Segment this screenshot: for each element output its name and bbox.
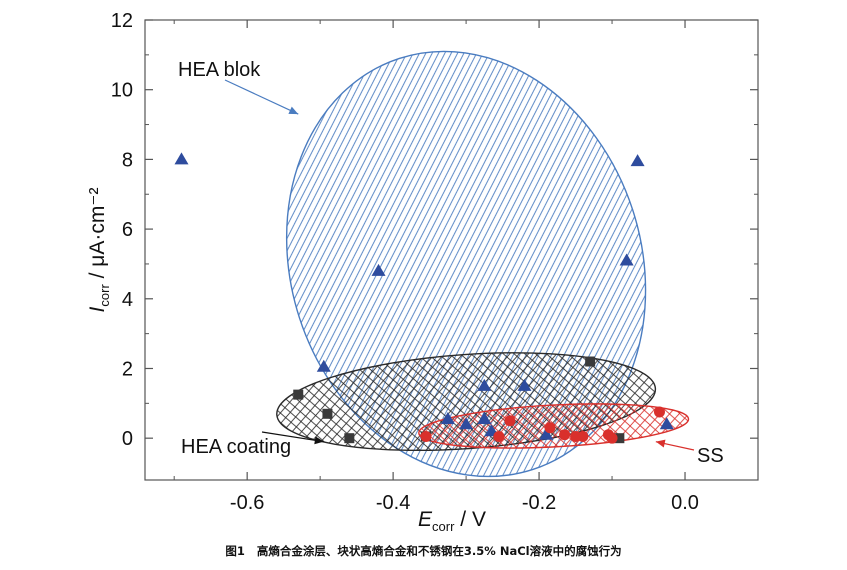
point-ss <box>420 430 432 442</box>
annotation-arrow-hea-coating <box>261 431 324 443</box>
x-tick-label: -0.2 <box>522 492 556 514</box>
y-tick-label: 4 <box>122 289 133 311</box>
figure-caption: 图1 高熵合金涂层、块状高熵合金和不锈钢在3.5% NaCl溶液中的腐蚀行为 <box>0 543 847 559</box>
y-tick-label: 0 <box>122 428 133 450</box>
point-ss <box>544 422 556 434</box>
point-hea-blok <box>174 152 189 165</box>
point-ss <box>653 406 665 418</box>
point-hea-coating <box>293 389 304 400</box>
plot-frame <box>144 19 759 481</box>
point-hea-blok <box>371 263 386 276</box>
annotation-label-hea-blok: HEA blok <box>178 59 261 81</box>
axes-layer: 0 2 4 6 8 10 12 -0.6 -0.4 -0.2 0.0 <box>111 10 758 514</box>
annotation-layer: HEA blok HEA coating SS <box>178 59 724 467</box>
point-hea-blok <box>477 378 492 391</box>
point-hea-blok <box>517 378 532 391</box>
point-hea-blok <box>477 412 492 425</box>
caption-number: 图1 <box>225 544 245 558</box>
point-ss <box>559 429 571 441</box>
y-axis-label: Icorr / μA·cm⁻² <box>86 188 112 313</box>
annotation-label-ss: SS <box>697 445 724 467</box>
point-hea-blok <box>659 417 674 430</box>
y-tick-label: 2 <box>122 358 133 380</box>
point-hea-blok <box>440 412 455 425</box>
point-hea-blok <box>316 359 331 372</box>
y-tick-label: 6 <box>122 219 133 241</box>
caption-text: 高熵合金涂层、块状高熵合金和不锈钢在3.5% NaCl溶液中的腐蚀行为 <box>256 544 622 558</box>
x-tick-label: -0.6 <box>230 492 264 514</box>
point-hea-blok <box>539 427 554 440</box>
y-tick-label: 10 <box>111 80 133 102</box>
annotation-arrowhead-hea-blok <box>288 106 299 115</box>
y-tick-label: 8 <box>122 149 133 171</box>
annotation-arrowhead-hea-coating <box>314 436 324 445</box>
point-hea-coating <box>614 433 625 444</box>
point-ss <box>606 432 618 444</box>
annotation-arrow-hea-blok <box>224 79 299 115</box>
point-ss <box>493 430 505 442</box>
point-hea-blok <box>459 417 474 430</box>
point-hea-coating <box>344 433 355 444</box>
point-hea-blok <box>619 253 634 266</box>
point-ss <box>577 430 589 442</box>
point-hea-blok <box>630 154 645 167</box>
point-hea-coating <box>585 356 596 367</box>
point-hea-coating <box>322 408 333 419</box>
regions-layer <box>276 50 690 478</box>
x-tick-label: 0.0 <box>671 492 699 514</box>
annotation-arrowhead-ss <box>655 439 666 448</box>
points-layer <box>174 152 674 444</box>
x-tick-label: -0.4 <box>376 492 410 514</box>
annotation-label-hea-coating: HEA coating <box>181 436 291 458</box>
x-axis-label: Ecorr / V <box>418 508 486 534</box>
y-tick-label: 12 <box>111 10 133 32</box>
point-ss <box>504 415 516 427</box>
